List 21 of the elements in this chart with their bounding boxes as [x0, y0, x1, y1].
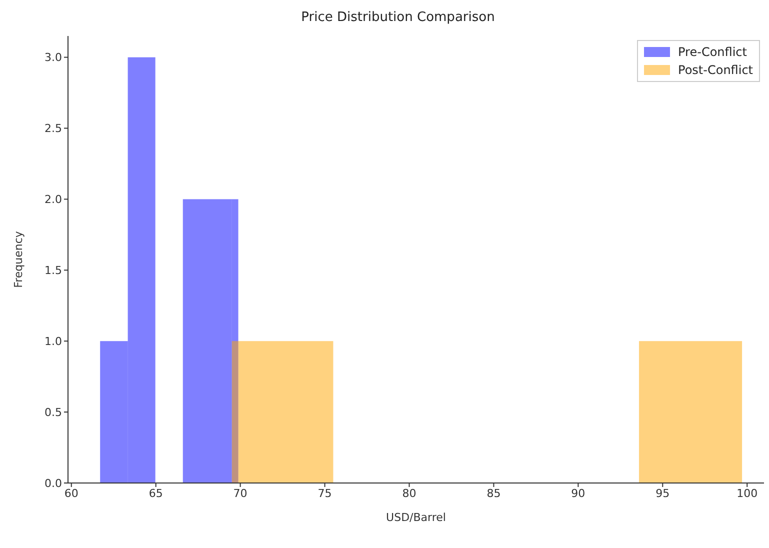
x-tick-label: 60	[64, 486, 78, 500]
x-tick-label: 80	[402, 486, 416, 500]
y-tick-label: 0.5	[44, 406, 62, 419]
y-tick-label: 0.0	[44, 476, 62, 490]
x-tick-label: 85	[486, 486, 501, 500]
x-tick-label: 75	[318, 486, 332, 500]
legend-label: Post-Conflict	[678, 62, 753, 79]
x-tick-label: 100	[736, 486, 758, 500]
y-tick-label: 1.0	[44, 335, 62, 348]
x-tick-label: 90	[571, 486, 586, 500]
x-tick-label: 70	[233, 486, 248, 500]
y-tick-label: 1.5	[44, 264, 62, 278]
y-tick-label: 2.0	[44, 193, 62, 206]
legend-label: Pre-Conflict	[678, 44, 747, 61]
y-tick-label: 3.0	[44, 51, 62, 64]
y-tick-label: 2.5	[44, 122, 62, 136]
x-axis-title: USD/Barrel	[386, 511, 446, 524]
y-axis-title: Frequency	[12, 230, 25, 288]
x-tick-label: 95	[656, 486, 670, 500]
chart-title: Price Distribution Comparison	[300, 9, 496, 27]
x-tick-label: 65	[148, 486, 163, 500]
